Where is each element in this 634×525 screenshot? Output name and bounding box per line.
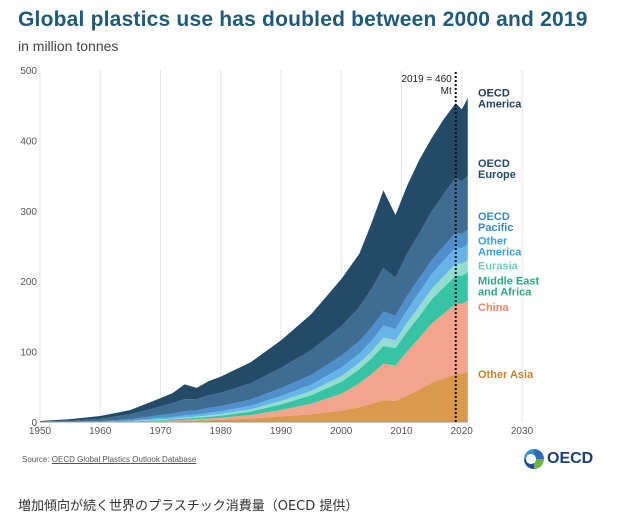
x-tick-label-2010: 2010 [390, 426, 413, 437]
series-label-other-asia: Other Asia [478, 369, 534, 381]
x-tick-label-1960: 1960 [89, 426, 112, 437]
x-tick-label-2000: 2000 [330, 426, 353, 437]
x-tick-label-1990: 1990 [270, 426, 293, 437]
area-series-oecd-pacific [40, 229, 468, 422]
image-caption: 増加傾向が続く世界のプラスチック消費量（OECD 提供） [18, 499, 359, 514]
source-note: Source: OECD Global Plastics Outlook Dat… [22, 455, 196, 464]
x-tick-label-1980: 1980 [210, 426, 233, 437]
annotation-label-line1: 2019 = 460 [401, 74, 452, 85]
annotation-label-line2: Mt [441, 86, 452, 97]
series-label-oecd-pacific: OECD Pacific [478, 211, 513, 234]
y-tick-label-300: 300 [20, 207, 37, 218]
area-series-eurasia [40, 260, 468, 422]
source-prefix: Source: [22, 455, 52, 464]
chart-title: Global plastics use has doubled between … [18, 8, 588, 31]
y-tick-label-500: 500 [20, 66, 37, 77]
chart-subtitle: in million tonnes [18, 38, 119, 54]
series-label-china: China [478, 302, 509, 314]
series-label-other-america: Other America [478, 236, 522, 259]
oecd-logo-text: OECD [547, 450, 594, 467]
area-series-china [40, 300, 468, 422]
series-label-oecd-america: OECD America [478, 88, 522, 111]
oecd-logo: OECD [524, 449, 593, 469]
oecd-globe-icon [524, 449, 544, 469]
series-label-eurasia: Eurasia [478, 261, 519, 273]
y-tick-label-200: 200 [20, 277, 37, 288]
y-tick-label-400: 400 [20, 136, 37, 147]
source-link[interactable]: OECD Global Plastics Outlook Database [51, 455, 197, 464]
area-series-other-america [40, 243, 468, 422]
area-series-other-asia [40, 372, 468, 422]
y-tick-label-0: 0 [31, 418, 37, 429]
stacked-area-chart: 0 100 200 300 400 500 1950 1960 1970 1980 1990 2000… [20, 66, 539, 437]
x-tick-label-2020: 2020 [451, 426, 474, 437]
x-tick-label-1950: 1950 [29, 426, 52, 437]
series-label-oecd-europe: OECD Europe [478, 158, 516, 181]
area-series-oecd-europe [40, 175, 468, 422]
series-label-middle-east-and-africa: Middle East and Africa [478, 276, 539, 299]
x-tick-label-2030: 2030 [511, 426, 534, 437]
area-series-oecd-america [40, 98, 468, 422]
x-tick-label-1970: 1970 [149, 426, 172, 437]
y-tick-label-100: 100 [20, 348, 37, 359]
